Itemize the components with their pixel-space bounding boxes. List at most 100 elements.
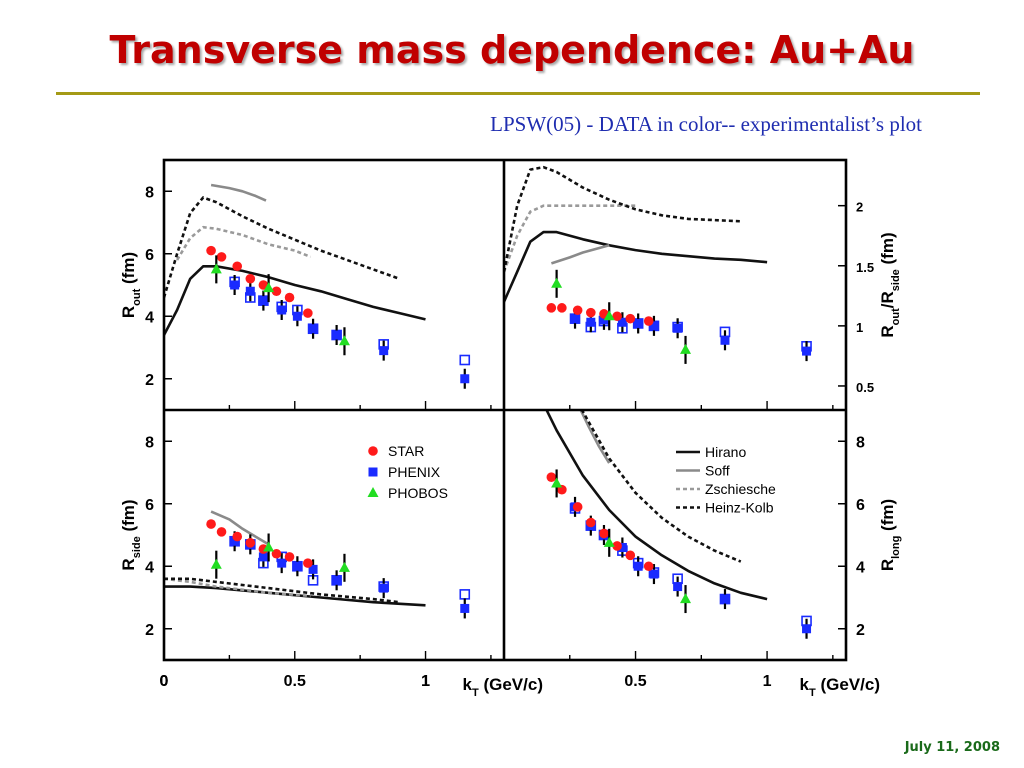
model-curves [504,165,768,303]
phobos-point [603,310,615,321]
svg-text:Rside (fm): Rside (fm) [119,499,143,570]
phenix-point [617,317,627,327]
star-point [303,558,313,568]
phobos-point [210,263,222,274]
star-point [612,541,622,551]
data-points [546,469,812,639]
x-axis-label: kT (GeV/c) [463,675,543,699]
y-axis-label: Rlong (fm) [878,499,902,571]
curve-heinz-kolb [164,196,400,298]
panel-bottom-left: 2 4 6 8 0 0.5 1 STAR PHENIX PHOBOS [145,434,492,690]
y-tick-label: 8 [145,184,154,201]
svg-text:Rlong (fm): Rlong (fm) [878,499,902,571]
y-axis-label: Rout (fm) [119,252,143,318]
y-axis-label: Rout/Rside (fm) [878,232,902,337]
legend-label: PHOBOS [388,485,448,501]
title-divider [56,92,980,95]
phenix-point [332,330,342,340]
curve-soff [210,510,270,546]
x-tick-label: 0 [160,673,169,690]
star-point [643,561,654,572]
phenix-point [617,543,627,552]
star-point [625,550,636,561]
phobos-point [263,282,275,293]
phenix-point [245,286,255,296]
x-tick-label: 0.5 [284,673,306,690]
phenix-point [277,558,287,568]
star-point [303,308,313,318]
curve-zschiesche [164,577,311,598]
svg-text:Rout (fm): Rout (fm) [119,252,143,318]
star-point [271,548,282,559]
star-point [284,292,295,303]
legend-marker [368,446,378,456]
legend: Hirano Soff Zschiesche Heinz-Kolb [676,444,776,516]
phenix-point [649,569,659,579]
phobos-point [338,561,350,572]
legend: STAR PHENIX PHOBOS [367,443,448,501]
star-point [572,305,583,316]
y-tick-label: 2 [856,200,863,215]
data-points [546,269,812,364]
legend-label: Soff [705,463,730,479]
phenix-point [230,280,240,290]
phobos-point [338,335,350,346]
phenix-point [460,603,470,613]
x-tick-label: 0.5 [624,673,646,690]
y-tick-label: 4 [145,559,154,576]
star-point [245,273,256,284]
phenix-point [230,536,240,546]
panel-bottom-right: 2 4 6 8 0.5 1 Hirano Soff Zschiesche Heinz-Kolb [545,410,865,690]
data-points [206,519,471,619]
star-point [232,531,243,542]
star-point [557,303,567,313]
star-point [612,311,622,322]
legend-label: Heinz-Kolb [705,500,774,516]
phobos-point [603,536,615,547]
panel-top-right: 0.5 1 1.5 2 [504,165,874,410]
phenix-open-point [459,354,471,366]
star-point [586,517,596,528]
star-point [216,527,227,537]
phenix-point [292,561,302,571]
curve-hirano [164,265,426,336]
star-point [271,286,282,297]
slide-date: July 11, 2008 [904,740,1000,755]
phenix-point [308,324,318,334]
panel-top-left: 2 4 6 8 [145,183,492,410]
star-point [206,245,216,256]
phenix-point [258,296,268,306]
y-tick-label: 6 [145,497,154,514]
star-point [546,303,557,313]
x-axis-label: kT (GeV/c) [800,675,880,699]
legend-label: Zschiesche [705,481,776,497]
model-curves [164,510,426,607]
x-tick-label: 1 [421,673,430,690]
star-point [643,316,654,326]
svg-text:kT (GeV/c): kT (GeV/c) [463,675,543,699]
star-point [245,538,256,548]
phenix-open-point [459,589,471,600]
curve-heinz-kolb [164,577,400,604]
star-point [599,528,609,539]
y-tick-label: 2 [145,372,154,389]
curve-zschiesche [504,204,636,273]
phenix-point [308,564,318,574]
legend-label: PHENIX [388,464,441,480]
phenix-point [802,624,812,634]
phenix-point [633,561,643,571]
star-point [284,552,295,562]
phenix-point [720,594,730,604]
star-point [216,252,227,262]
phenix-point [673,582,683,592]
data-points [206,245,471,389]
legend-label: Hirano [705,444,746,460]
phenix-point [673,323,683,333]
x-tick-label: 1 [763,673,772,690]
y-tick-label: 8 [145,434,154,451]
phenix-point [460,374,470,384]
phobos-point [551,277,563,288]
svg-text:kT (GeV/c): kT (GeV/c) [800,675,880,699]
star-point [572,502,583,512]
